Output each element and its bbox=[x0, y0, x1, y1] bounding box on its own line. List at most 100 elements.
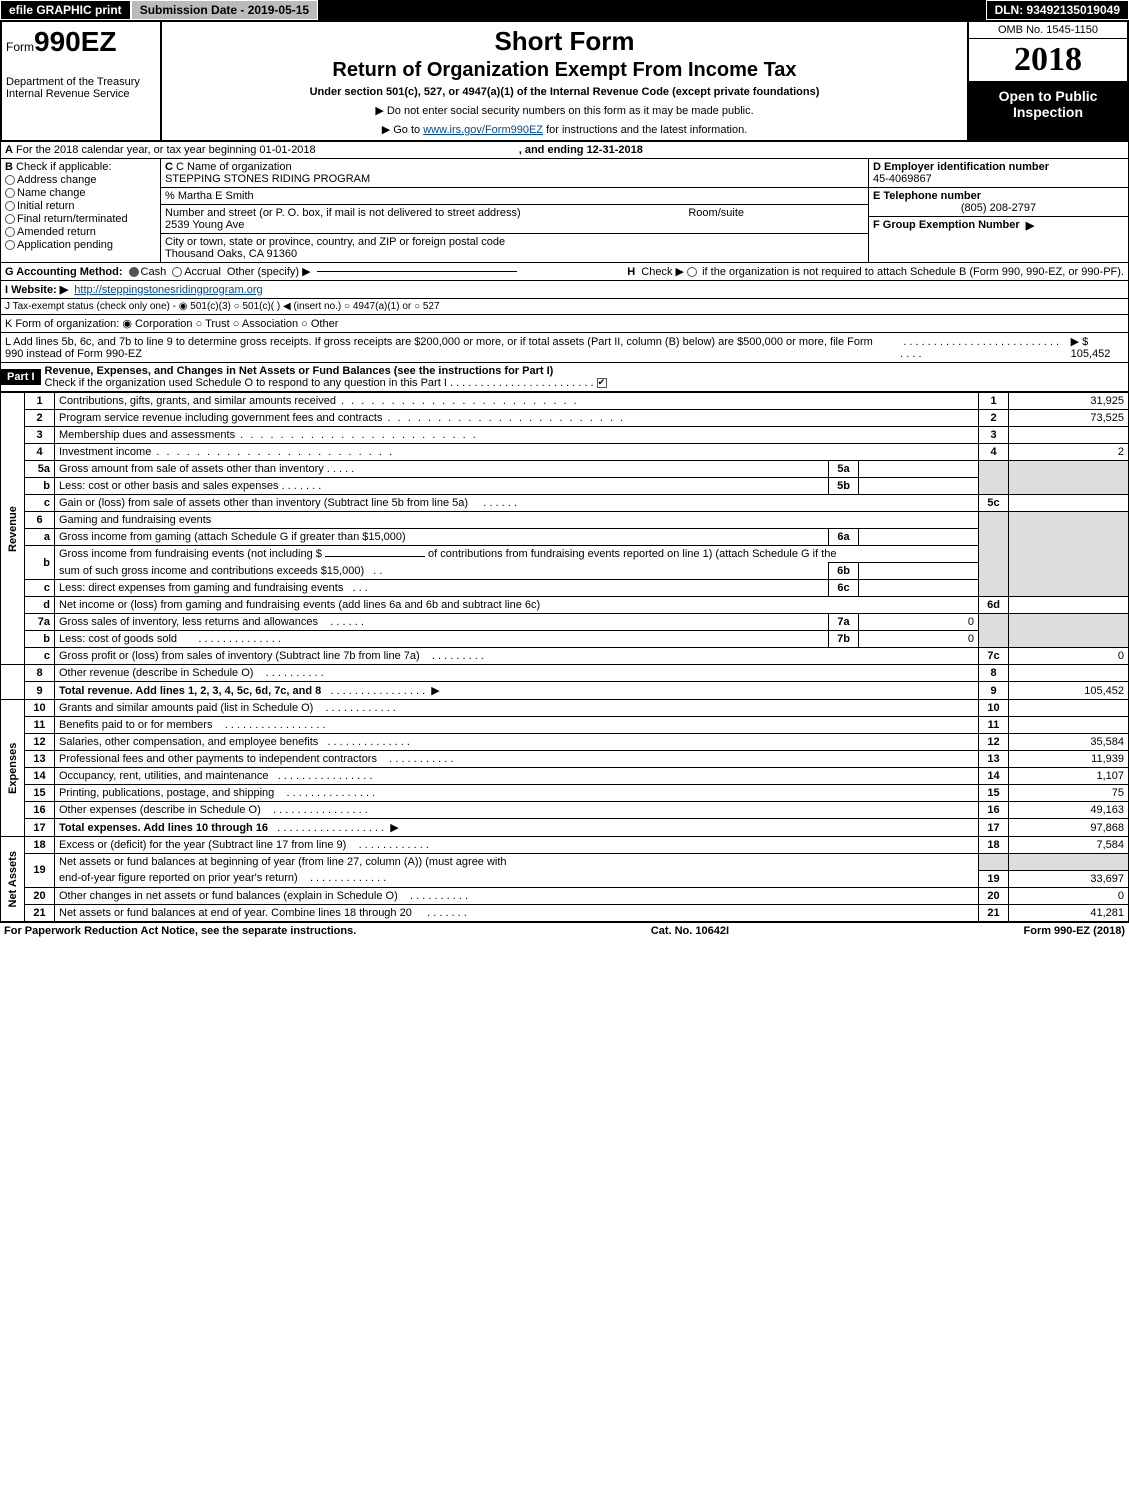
revenue-side-cont bbox=[1, 665, 25, 700]
pct-name: % Martha E Smith bbox=[161, 188, 868, 205]
cb-final-return[interactable]: Final return/terminated bbox=[5, 213, 156, 225]
line-amt: 7,584 bbox=[1009, 837, 1129, 854]
phone: (805) 208-2797 bbox=[873, 202, 1124, 214]
line-no: 15 bbox=[25, 785, 55, 802]
line-no: 20 bbox=[25, 887, 55, 904]
g-label: G Accounting Method: bbox=[5, 266, 123, 278]
form-no-big: 990EZ bbox=[34, 26, 117, 57]
table-row: c Gain or (loss) from sale of assets oth… bbox=[1, 495, 1129, 512]
line-no: 11 bbox=[25, 717, 55, 734]
open-pub-2: Inspection bbox=[971, 104, 1125, 120]
g-accrual[interactable]: Accrual bbox=[172, 266, 221, 278]
line-desc: Contributions, gifts, grants, and simila… bbox=[55, 393, 979, 410]
cb-name-change[interactable]: Name change bbox=[5, 187, 156, 199]
h-text: if the organization is not required to a… bbox=[702, 266, 1124, 278]
line-no: 9 bbox=[25, 682, 55, 700]
city-label: City or town, state or province, country… bbox=[165, 236, 864, 248]
efile-print[interactable]: efile GRAPHIC print bbox=[0, 0, 131, 20]
table-row: 4 Investment income 4 2 bbox=[1, 444, 1129, 461]
table-row: 6 Gaming and fundraising events bbox=[1, 512, 1129, 529]
shade-cell bbox=[1009, 614, 1129, 648]
right-no: 17 bbox=[979, 819, 1009, 837]
line-amt: 2 bbox=[1009, 444, 1129, 461]
right-no: 3 bbox=[979, 427, 1009, 444]
row-a: A For the 2018 calendar year, or tax yea… bbox=[0, 142, 1129, 159]
right-no: 8 bbox=[979, 665, 1009, 682]
box-b: B Check if applicable: Address change Na… bbox=[1, 159, 161, 262]
mini-amt bbox=[859, 580, 979, 597]
open-to-public: Open to Public Inspection bbox=[969, 82, 1127, 140]
right-no: 14 bbox=[979, 768, 1009, 785]
page-footer: For Paperwork Reduction Act Notice, see … bbox=[0, 922, 1129, 939]
g-other-line bbox=[317, 271, 517, 272]
table-row: Revenue 1 Contributions, gifts, grants, … bbox=[1, 393, 1129, 410]
table-row: c Less: direct expenses from gaming and … bbox=[1, 580, 1129, 597]
mini-no: 5b bbox=[829, 478, 859, 495]
line-no: 12 bbox=[25, 734, 55, 751]
instruction-2: ▶ Go to www.irs.gov/Form990EZ for instru… bbox=[166, 123, 963, 136]
f-label: F Group Exemption Number bbox=[873, 219, 1020, 232]
line-desc: Other changes in net assets or fund bala… bbox=[55, 887, 979, 904]
h-label: H bbox=[627, 266, 635, 278]
shade-cell bbox=[1009, 854, 1129, 871]
line-no: 10 bbox=[25, 700, 55, 717]
part-1-title: Revenue, Expenses, and Changes in Net As… bbox=[45, 365, 554, 377]
part1-checkbox[interactable] bbox=[597, 378, 607, 388]
line-no: 13 bbox=[25, 751, 55, 768]
line-desc: Grants and similar amounts paid (list in… bbox=[55, 700, 979, 717]
part-1-check-text: Check if the organization used Schedule … bbox=[45, 377, 447, 389]
part-1-header: Part I Revenue, Expenses, and Changes in… bbox=[0, 363, 1129, 392]
l-text: L Add lines 5b, 6c, and 7b to line 9 to … bbox=[5, 336, 894, 360]
return-title: Return of Organization Exempt From Incom… bbox=[166, 59, 963, 82]
line-desc: Less: cost or other basis and sales expe… bbox=[55, 478, 829, 495]
line-amt: 35,584 bbox=[1009, 734, 1129, 751]
addr-label: Number and street (or P. O. box, if mail… bbox=[165, 207, 521, 219]
right-no: 5c bbox=[979, 495, 1009, 512]
line-amt bbox=[1009, 700, 1129, 717]
mini-amt bbox=[859, 478, 979, 495]
cb-amended-return[interactable]: Amended return bbox=[5, 226, 156, 238]
table-row: sum of such gross income and contributio… bbox=[1, 563, 1129, 580]
cb-address-change[interactable]: Address change bbox=[5, 174, 156, 186]
h-check[interactable]: Check ▶ bbox=[641, 266, 684, 278]
street-address: 2539 Young Ave bbox=[165, 219, 864, 231]
line-desc: sum of such gross income and contributio… bbox=[55, 563, 829, 580]
right-no: 2 bbox=[979, 410, 1009, 427]
cb-application-pending[interactable]: Application pending bbox=[5, 239, 156, 251]
department: Department of the Treasury bbox=[6, 76, 156, 88]
cb-initial-return[interactable]: Initial return bbox=[5, 200, 156, 212]
line-no: 19 bbox=[25, 854, 55, 888]
short-form-title: Short Form bbox=[166, 26, 963, 57]
table-row: end-of-year figure reported on prior yea… bbox=[1, 870, 1129, 887]
part-1-label: Part I bbox=[1, 369, 41, 385]
footer-right: Form 990-EZ (2018) bbox=[1024, 925, 1125, 937]
line-amt bbox=[1009, 717, 1129, 734]
footer-left: For Paperwork Reduction Act Notice, see … bbox=[4, 925, 356, 937]
table-row: b Less: cost of goods sold . . . . . . .… bbox=[1, 631, 1129, 648]
netassets-side-label: Net Assets bbox=[1, 837, 25, 922]
line-no: 3 bbox=[25, 427, 55, 444]
table-row: a Gross income from gaming (attach Sched… bbox=[1, 529, 1129, 546]
f-arrow-icon: ▶ bbox=[1026, 219, 1034, 232]
box-bcdef: B Check if applicable: Address change Na… bbox=[0, 159, 1129, 263]
label-a: A bbox=[5, 144, 13, 156]
mini-no: 6b bbox=[829, 563, 859, 580]
g-cash[interactable]: Cash bbox=[129, 266, 167, 278]
line-no: 16 bbox=[25, 802, 55, 819]
right-no: 7c bbox=[979, 648, 1009, 665]
dln: DLN: 93492135019049 bbox=[986, 0, 1129, 20]
line-no: b bbox=[25, 478, 55, 495]
omb-number: OMB No. 1545-1150 bbox=[969, 22, 1127, 39]
c-label: C C Name of organization bbox=[165, 161, 864, 173]
irs-link[interactable]: www.irs.gov/Form990EZ bbox=[423, 124, 543, 136]
line-desc: Other revenue (describe in Schedule O) .… bbox=[55, 665, 979, 682]
g-other[interactable]: Other (specify) ▶ bbox=[227, 265, 311, 278]
table-row: 2 Program service revenue including gove… bbox=[1, 410, 1129, 427]
subtitle: Under section 501(c), 527, or 4947(a)(1)… bbox=[166, 86, 963, 98]
line-desc: Gain or (loss) from sale of assets other… bbox=[55, 495, 979, 512]
line-desc: Net income or (loss) from gaming and fun… bbox=[55, 597, 979, 614]
line-amt: 49,163 bbox=[1009, 802, 1129, 819]
shade-cell bbox=[979, 461, 1009, 495]
mini-no: 5a bbox=[829, 461, 859, 478]
website-link[interactable]: http://steppingstonesridingprogram.org bbox=[74, 284, 262, 296]
